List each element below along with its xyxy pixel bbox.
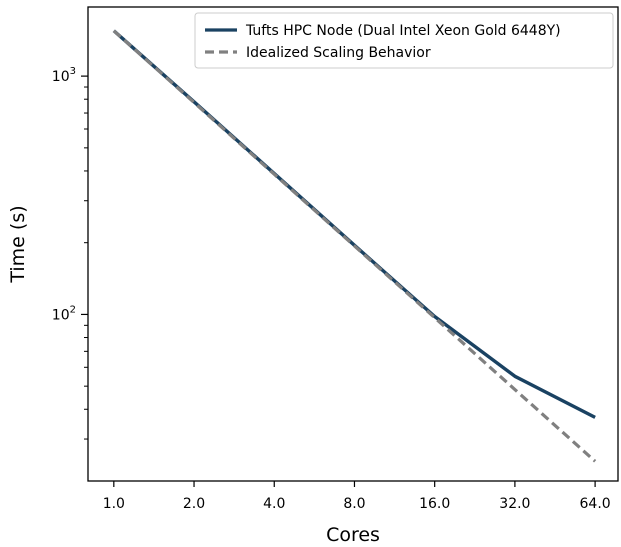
series-1-point-2 xyxy=(273,173,276,176)
plot-area xyxy=(87,6,619,482)
y-tick-label-1: 103 xyxy=(52,66,76,85)
series-1-point-6 xyxy=(594,460,597,463)
legend-box xyxy=(194,12,614,69)
series-layer xyxy=(112,29,597,463)
x-axis-label: Cores xyxy=(326,524,380,546)
y-axis: 102 103 xyxy=(52,66,88,440)
legend-label-tufts-hpc-node: Tufts HPC Node (Dual Intel Xeon Gold 644… xyxy=(245,23,561,39)
series-1-point-5 xyxy=(513,388,516,391)
series-1-point-0 xyxy=(112,29,115,32)
series-0-point-5 xyxy=(513,375,516,378)
series-1-point-1 xyxy=(193,101,196,104)
series-0-point-6 xyxy=(594,416,597,419)
x-tick-label-3: 8.0 xyxy=(343,496,365,512)
legend-label-idealized-scaling: Idealized Scaling Behavior xyxy=(246,45,431,61)
plot-frame xyxy=(87,6,619,482)
x-tick-label-0: 1.0 xyxy=(103,496,125,512)
x-tick-label-6: 64.0 xyxy=(580,496,611,512)
series-line-1 xyxy=(112,29,597,463)
y-axis-label: Time (s) xyxy=(7,205,29,283)
x-tick-label-1: 2.0 xyxy=(183,496,205,512)
series-line-0 xyxy=(112,29,596,419)
y-tick-label-0: 102 xyxy=(52,304,76,323)
x-tick-label-5: 32.0 xyxy=(499,496,530,512)
legend: Tufts HPC Node (Dual Intel Xeon Gold 644… xyxy=(194,12,614,69)
x-tick-label-2: 4.0 xyxy=(263,496,285,512)
series-1-point-4 xyxy=(433,316,436,319)
series-1-point-3 xyxy=(353,244,356,247)
x-tick-label-4: 16.0 xyxy=(419,496,450,512)
x-axis: 1.0 2.0 4.0 8.0 16.0 32.0 64.0 xyxy=(103,481,611,512)
